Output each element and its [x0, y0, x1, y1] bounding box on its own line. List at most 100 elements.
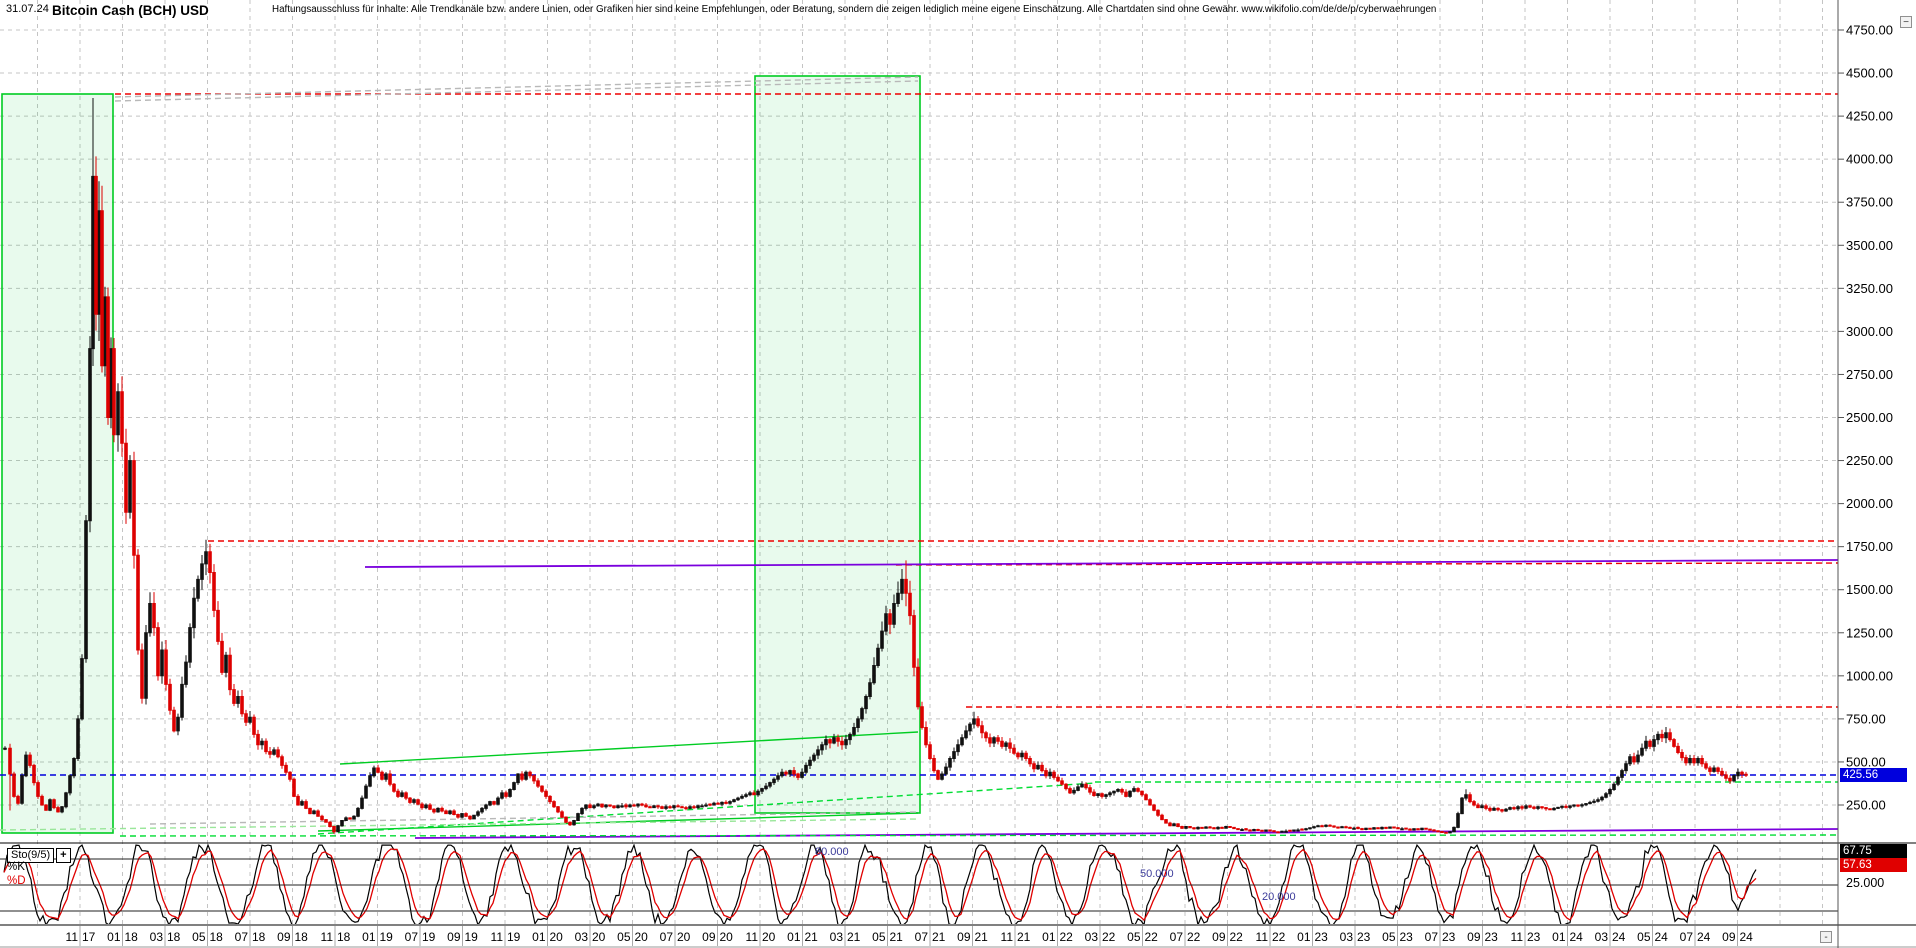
time-tick-year: 19 — [465, 930, 479, 944]
time-tick-month: 07 — [1425, 930, 1439, 944]
time-tick-year: 23 — [1485, 930, 1499, 944]
stochastic-k-label: %K — [7, 861, 25, 873]
time-tick-month: 01 — [787, 930, 801, 944]
collapse-panel-button[interactable]: − — [1900, 16, 1912, 28]
stochastic-d-label: %D — [7, 875, 26, 887]
green-support-rising — [317, 782, 1096, 835]
price-tick-label: 500.00 — [1846, 754, 1886, 769]
time-tick-month: 03 — [575, 930, 589, 944]
price-tick-label: 1000.00 — [1846, 668, 1893, 683]
time-tick-year: 18 — [167, 930, 181, 944]
time-tick-month: 09 — [1722, 930, 1736, 944]
time-tick-year: 20 — [720, 930, 734, 944]
level-label-50: 50.000 — [1140, 868, 1174, 880]
time-tick-month: 01 — [107, 930, 121, 944]
time-tick-year: 21 — [847, 930, 861, 944]
stochastic-d-value-badge: 57.63 — [1840, 858, 1907, 872]
level-label-20: 20.000 — [1262, 891, 1296, 903]
green-zone-2021-run — [754, 75, 921, 814]
time-tick-month: 09 — [447, 930, 461, 944]
time-tick-year: 23 — [1357, 930, 1371, 944]
time-tick-year: 23 — [1315, 930, 1329, 944]
level-label-80: 80.000 — [815, 846, 849, 858]
time-tick-year: 24 — [1570, 930, 1584, 944]
indicator-add-button[interactable]: + — [56, 848, 71, 863]
time-tick-year: 20 — [592, 930, 606, 944]
trend-lines — [0, 76, 1838, 839]
time-tick-month: 07 — [1680, 930, 1694, 944]
time-tick-month: 11 — [1001, 930, 1014, 944]
time-tick-month: 09 — [957, 930, 971, 944]
indicator-name-button[interactable]: Sto(9/5) — [7, 848, 55, 863]
time-tick-month: 07 — [660, 930, 674, 944]
time-tick-month: 01 — [1552, 930, 1566, 944]
chart-title: Bitcoin Cash (BCH) USD — [52, 3, 209, 18]
time-tick-year: 24 — [1697, 930, 1711, 944]
time-tick-month: 03 — [1085, 930, 1099, 944]
time-tick-year: 22 — [1187, 930, 1201, 944]
price-tick-label: 2250.00 — [1846, 453, 1893, 468]
price-tick-label: 2750.00 — [1846, 367, 1893, 382]
time-tick-month: 05 — [192, 930, 206, 944]
time-tick-month: 05 — [617, 930, 631, 944]
price-tick-label: 4500.00 — [1846, 66, 1893, 81]
time-tick-year: 21 — [975, 930, 989, 944]
price-tick-label: 4750.00 — [1846, 23, 1893, 38]
time-tick-month: 03 — [830, 930, 844, 944]
time-tick-year: 22 — [1145, 930, 1159, 944]
time-tick-month: 09 — [1467, 930, 1481, 944]
time-tick-year: 18 — [295, 930, 309, 944]
time-tick-month: 07 — [1170, 930, 1184, 944]
time-tick-month: 11 — [491, 930, 504, 944]
time-tick-month: 09 — [277, 930, 291, 944]
time-tick-year: 20 — [762, 930, 776, 944]
time-tick-year: 17 — [82, 930, 96, 944]
price-tick-label: 1250.00 — [1846, 625, 1893, 640]
time-tick-month: 11 — [1511, 930, 1524, 944]
time-tick-year: 19 — [380, 930, 394, 944]
time-tick-month: 05 — [1637, 930, 1651, 944]
green-trend-zones — [1, 75, 921, 834]
time-tick-year: 19 — [507, 930, 521, 944]
time-tick-year: 24 — [1740, 930, 1754, 944]
gray-trend-low — [149, 811, 919, 825]
time-tick-year: 24 — [1612, 930, 1626, 944]
price-tick-label: 3000.00 — [1846, 324, 1893, 339]
time-tick-year: 21 — [932, 930, 946, 944]
stochastic-d-line — [3, 848, 1757, 922]
collapse-axis-button[interactable]: - — [1820, 931, 1832, 943]
time-axis-labels: 11 17 01 18 03 18 05 18 07 18 09 18 11 18 01 19 07 19 09 19… — [66, 926, 1754, 946]
time-tick-year: 18 — [252, 930, 266, 944]
time-tick-month: 11 — [1256, 930, 1269, 944]
disclaimer-text: Haftungsausschluss für Inhalte: Alle Tre… — [272, 4, 1437, 15]
time-tick-year: 23 — [1527, 930, 1541, 944]
chart-date: 31.07.24 — [6, 3, 49, 15]
time-tick-month: 07 — [405, 930, 419, 944]
time-tick-month: 09 — [1212, 930, 1226, 944]
price-axis-labels: 4750.00 4500.00 4250.00 4000.00 3750.00 3500.… — [1838, 23, 1893, 812]
time-tick-month: 05 — [872, 930, 886, 944]
green-support-low — [119, 834, 1838, 837]
price-tick-label: 250.00 — [1846, 797, 1886, 812]
stochastic-k-value-badge: 67.75 — [1840, 844, 1907, 858]
price-tick-label: 3250.00 — [1846, 281, 1893, 296]
price-tick-label: 2500.00 — [1846, 410, 1893, 425]
time-tick-month: 01 — [1297, 930, 1311, 944]
time-tick-month: 09 — [702, 930, 716, 944]
time-tick-year: 22 — [1102, 930, 1116, 944]
time-tick-year: 20 — [550, 930, 564, 944]
time-tick-month: 03 — [150, 930, 164, 944]
current-price-badge: 425.56 — [1840, 768, 1907, 782]
time-tick-year: 24 — [1655, 930, 1669, 944]
time-tick-month: 11 — [746, 930, 759, 944]
time-tick-year: 21 — [1017, 930, 1031, 944]
price-tick-label: 3750.00 — [1846, 195, 1893, 210]
time-tick-year: 20 — [635, 930, 649, 944]
time-tick-year: 19 — [422, 930, 436, 944]
price-tick-label: 750.00 — [1846, 711, 1886, 726]
time-tick-month: 03 — [1595, 930, 1609, 944]
gray-trend-top-1 — [114, 76, 919, 98]
time-tick-year: 22 — [1060, 930, 1074, 944]
